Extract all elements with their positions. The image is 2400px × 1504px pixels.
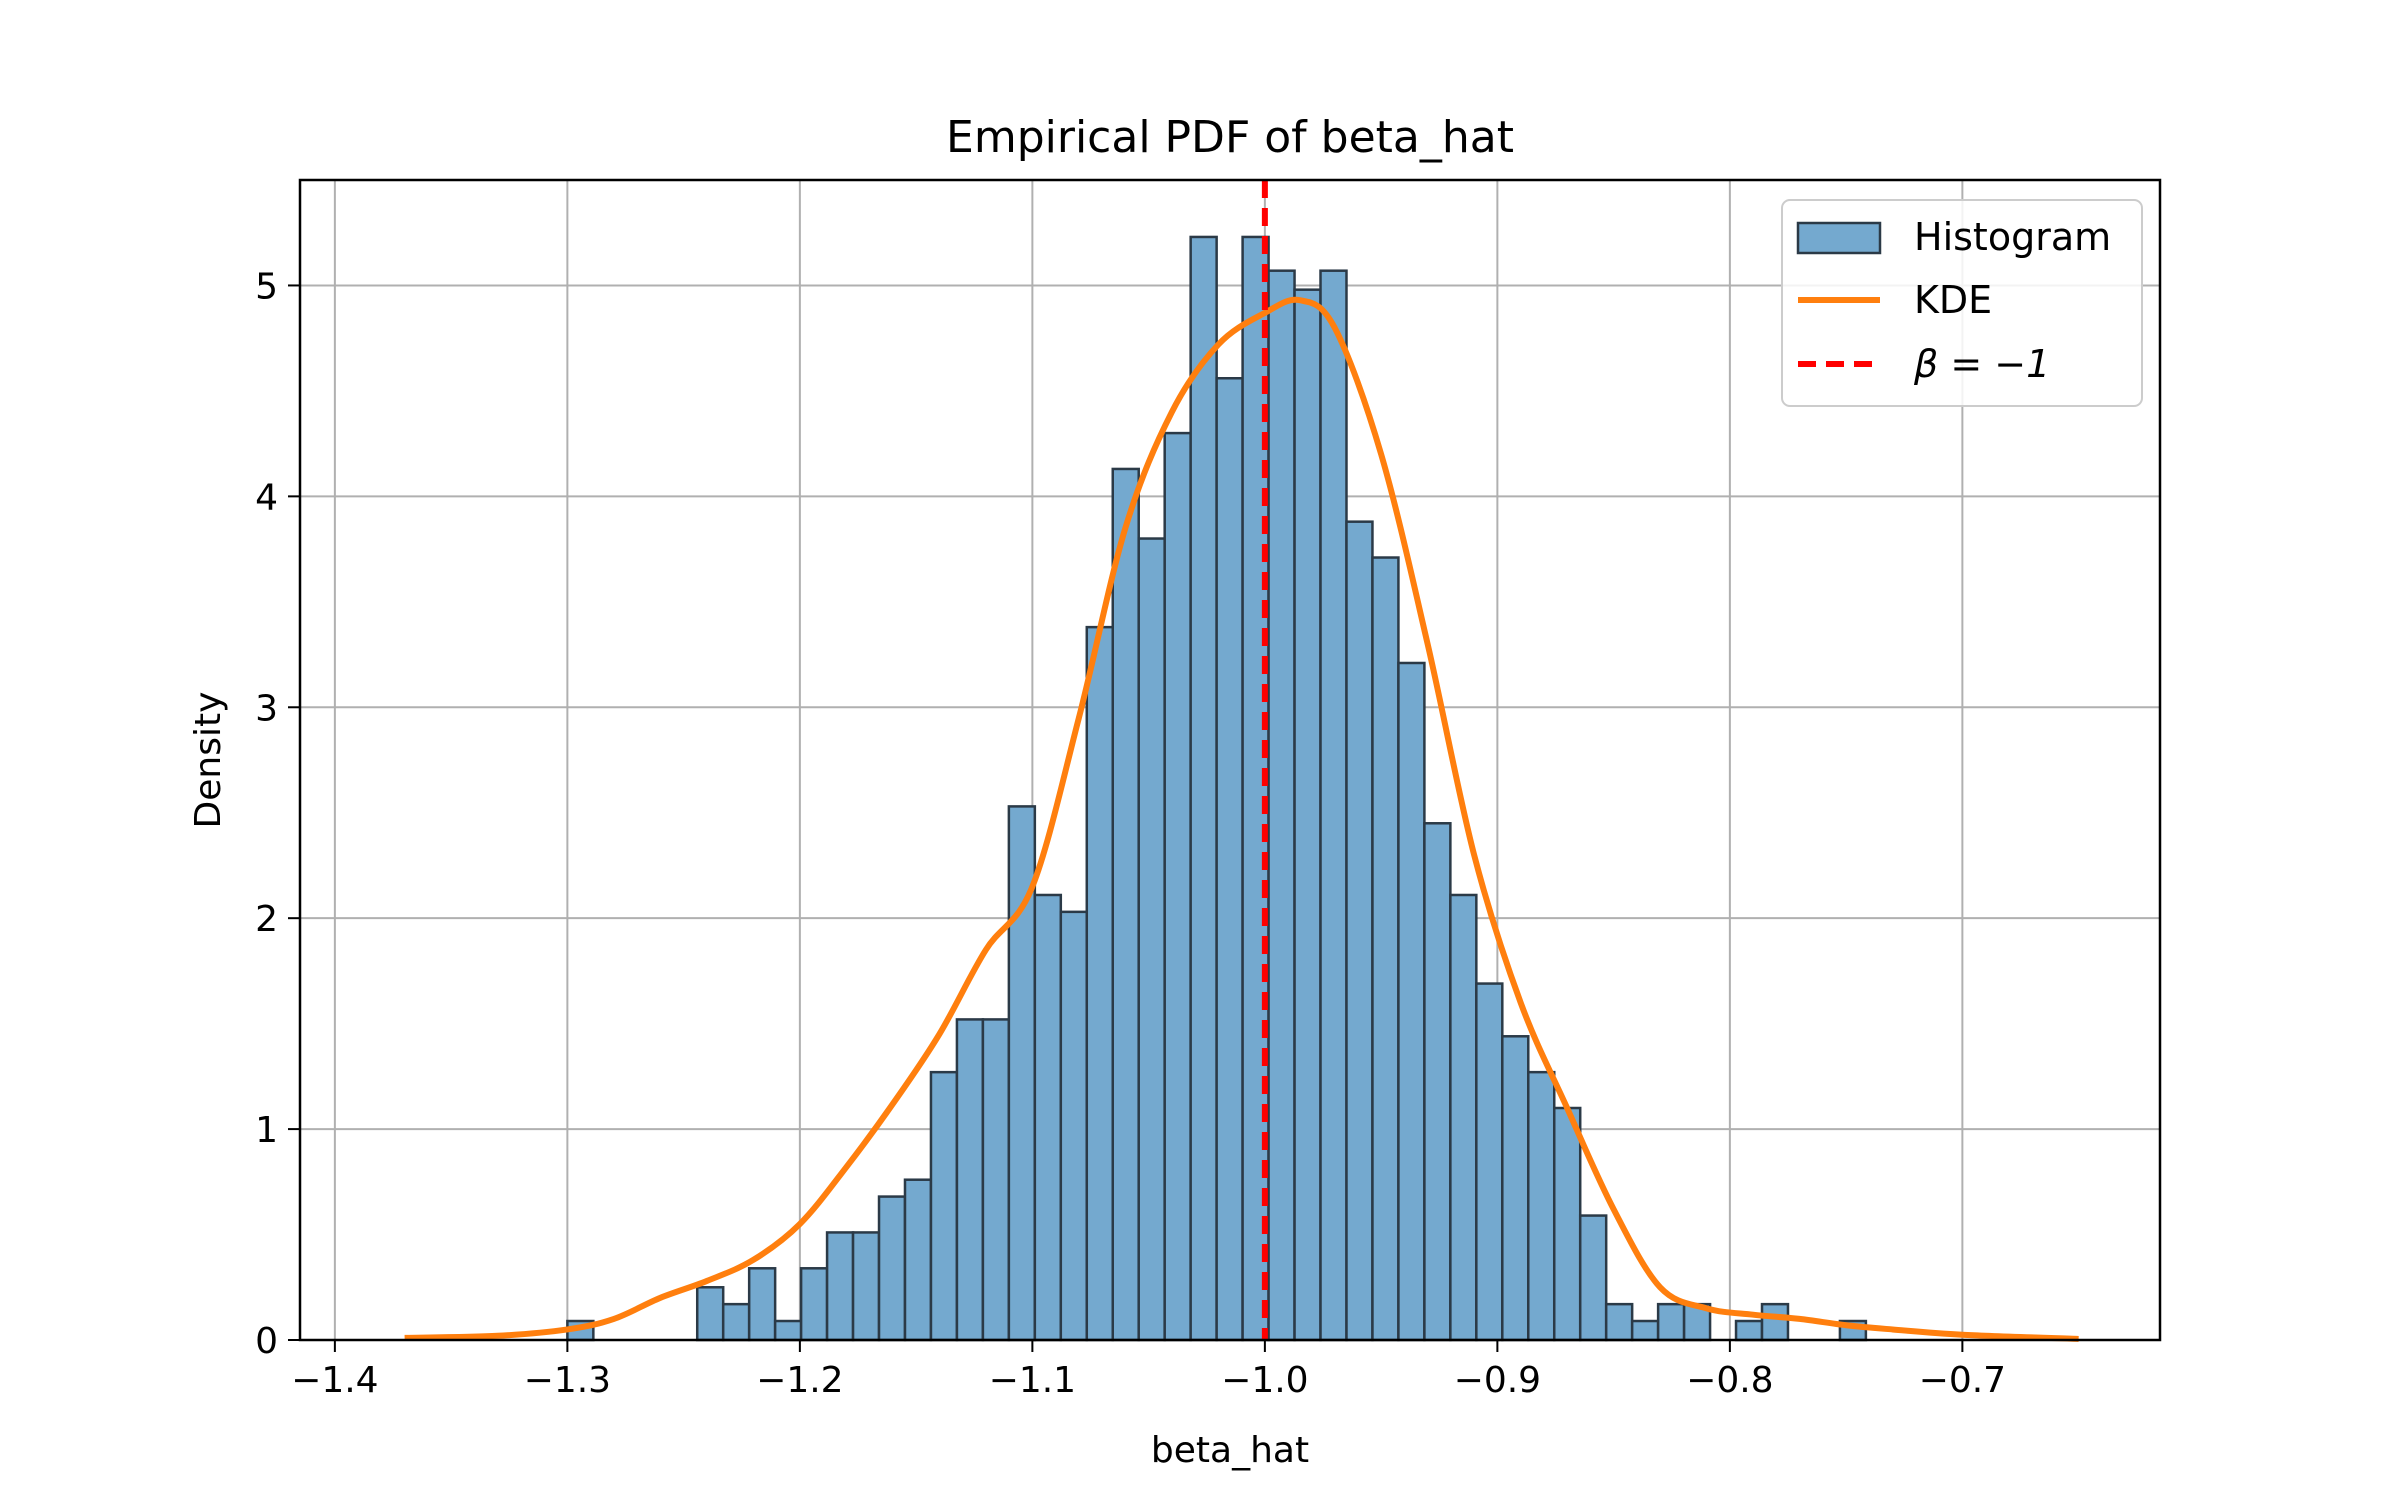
histogram-bar — [1163, 431, 1192, 1342]
legend: Histogram KDE β = −1 — [1781, 199, 2143, 407]
histogram-bar — [747, 1267, 777, 1342]
x-tick-label: −1.3 — [524, 1360, 611, 1401]
histogram-bar — [1137, 537, 1166, 1342]
histogram-bar — [1656, 1302, 1686, 1342]
legend-histogram-swatch — [1796, 221, 1882, 255]
histogram-bar — [773, 1319, 803, 1342]
histogram-bar — [1527, 1070, 1556, 1342]
histogram-bar — [1630, 1319, 1660, 1342]
histogram-bar — [1085, 625, 1115, 1342]
histogram-bar — [695, 1286, 725, 1342]
x-tick-label: −1.2 — [756, 1360, 843, 1401]
y-axis-ticks: 0 1 2 3 4 5 — [255, 266, 300, 1362]
histogram-bar — [1033, 893, 1063, 1342]
x-tick-label: −0.7 — [1919, 1360, 2006, 1401]
x-tick-label: −1.0 — [1221, 1360, 1308, 1401]
histogram-bar — [1734, 1319, 1764, 1342]
histogram-bar — [1059, 910, 1089, 1342]
histogram-bar — [1552, 1106, 1582, 1342]
axes-frame — [298, 178, 2162, 1342]
legend-histogram-label: Histogram — [1914, 215, 2111, 259]
y-tick-label: 5 — [255, 266, 278, 307]
histogram-bar — [1578, 1214, 1608, 1342]
histogram-bar — [1319, 269, 1348, 1342]
histogram-bar — [1397, 661, 1426, 1342]
histogram-bar — [1111, 467, 1140, 1342]
histogram-bar — [721, 1302, 751, 1342]
histogram-bar — [1345, 520, 1374, 1342]
histogram-bar — [1189, 235, 1218, 1342]
histogram-bar — [1371, 556, 1400, 1342]
histogram-bar — [1449, 893, 1478, 1342]
y-tick-label: 2 — [255, 899, 278, 940]
kde-curve — [404, 296, 2079, 1342]
histogram-bar — [1475, 982, 1504, 1342]
x-tick-label: −0.8 — [1686, 1360, 1773, 1401]
histogram-bars — [566, 235, 1868, 1342]
histogram-bar — [903, 1178, 933, 1342]
chart-title: Empirical PDF of beta_hat — [946, 112, 1514, 163]
y-tick-label: 3 — [255, 688, 278, 729]
x-tick-label: −0.9 — [1454, 1360, 1541, 1401]
y-tick-label: 1 — [255, 1110, 278, 1151]
legend-kde-label: KDE — [1914, 278, 1992, 322]
y-axis-label: Density — [188, 692, 229, 829]
histogram-bar — [1215, 377, 1244, 1342]
x-axis-label: beta_hat — [1151, 1430, 1309, 1471]
histogram-bar — [955, 1018, 985, 1342]
histogram-bar — [1604, 1302, 1634, 1342]
histogram-bar — [1423, 822, 1452, 1342]
histogram-bar — [981, 1018, 1011, 1342]
kde-layer — [404, 296, 2079, 1342]
y-tick-label: 0 — [255, 1321, 278, 1362]
histogram-bar — [877, 1195, 907, 1342]
histogram-bar — [1501, 1035, 1530, 1342]
histogram-bar — [825, 1231, 855, 1342]
x-tick-label: −1.4 — [291, 1360, 378, 1401]
histogram-bar — [1293, 288, 1322, 1342]
histogram-bar — [1267, 269, 1296, 1342]
y-tick-label: 4 — [255, 477, 278, 518]
x-tick-label: −1.1 — [989, 1360, 1076, 1401]
legend-reference-label: β = −1 — [1913, 342, 2050, 386]
histogram-bar — [799, 1267, 829, 1342]
histogram-bar — [1760, 1302, 1790, 1342]
histogram-bar — [929, 1070, 959, 1342]
x-axis-ticks: −1.4 −1.3 −1.2 −1.1 −1.0 −0.9 −0.8 −0.7 — [291, 1340, 2006, 1401]
histogram-bar — [851, 1231, 881, 1342]
